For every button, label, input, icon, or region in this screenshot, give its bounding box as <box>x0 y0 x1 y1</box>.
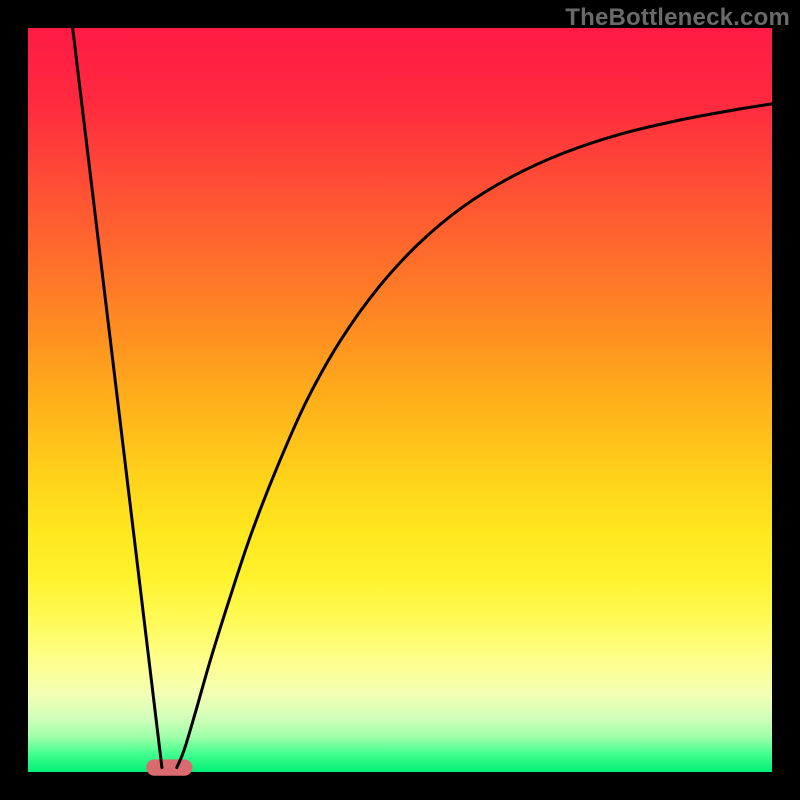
bottleneck-marker <box>146 759 192 775</box>
gradient-background <box>28 28 772 772</box>
watermark-text: TheBottleneck.com <box>565 4 790 32</box>
bottleneck-chart <box>0 0 800 800</box>
